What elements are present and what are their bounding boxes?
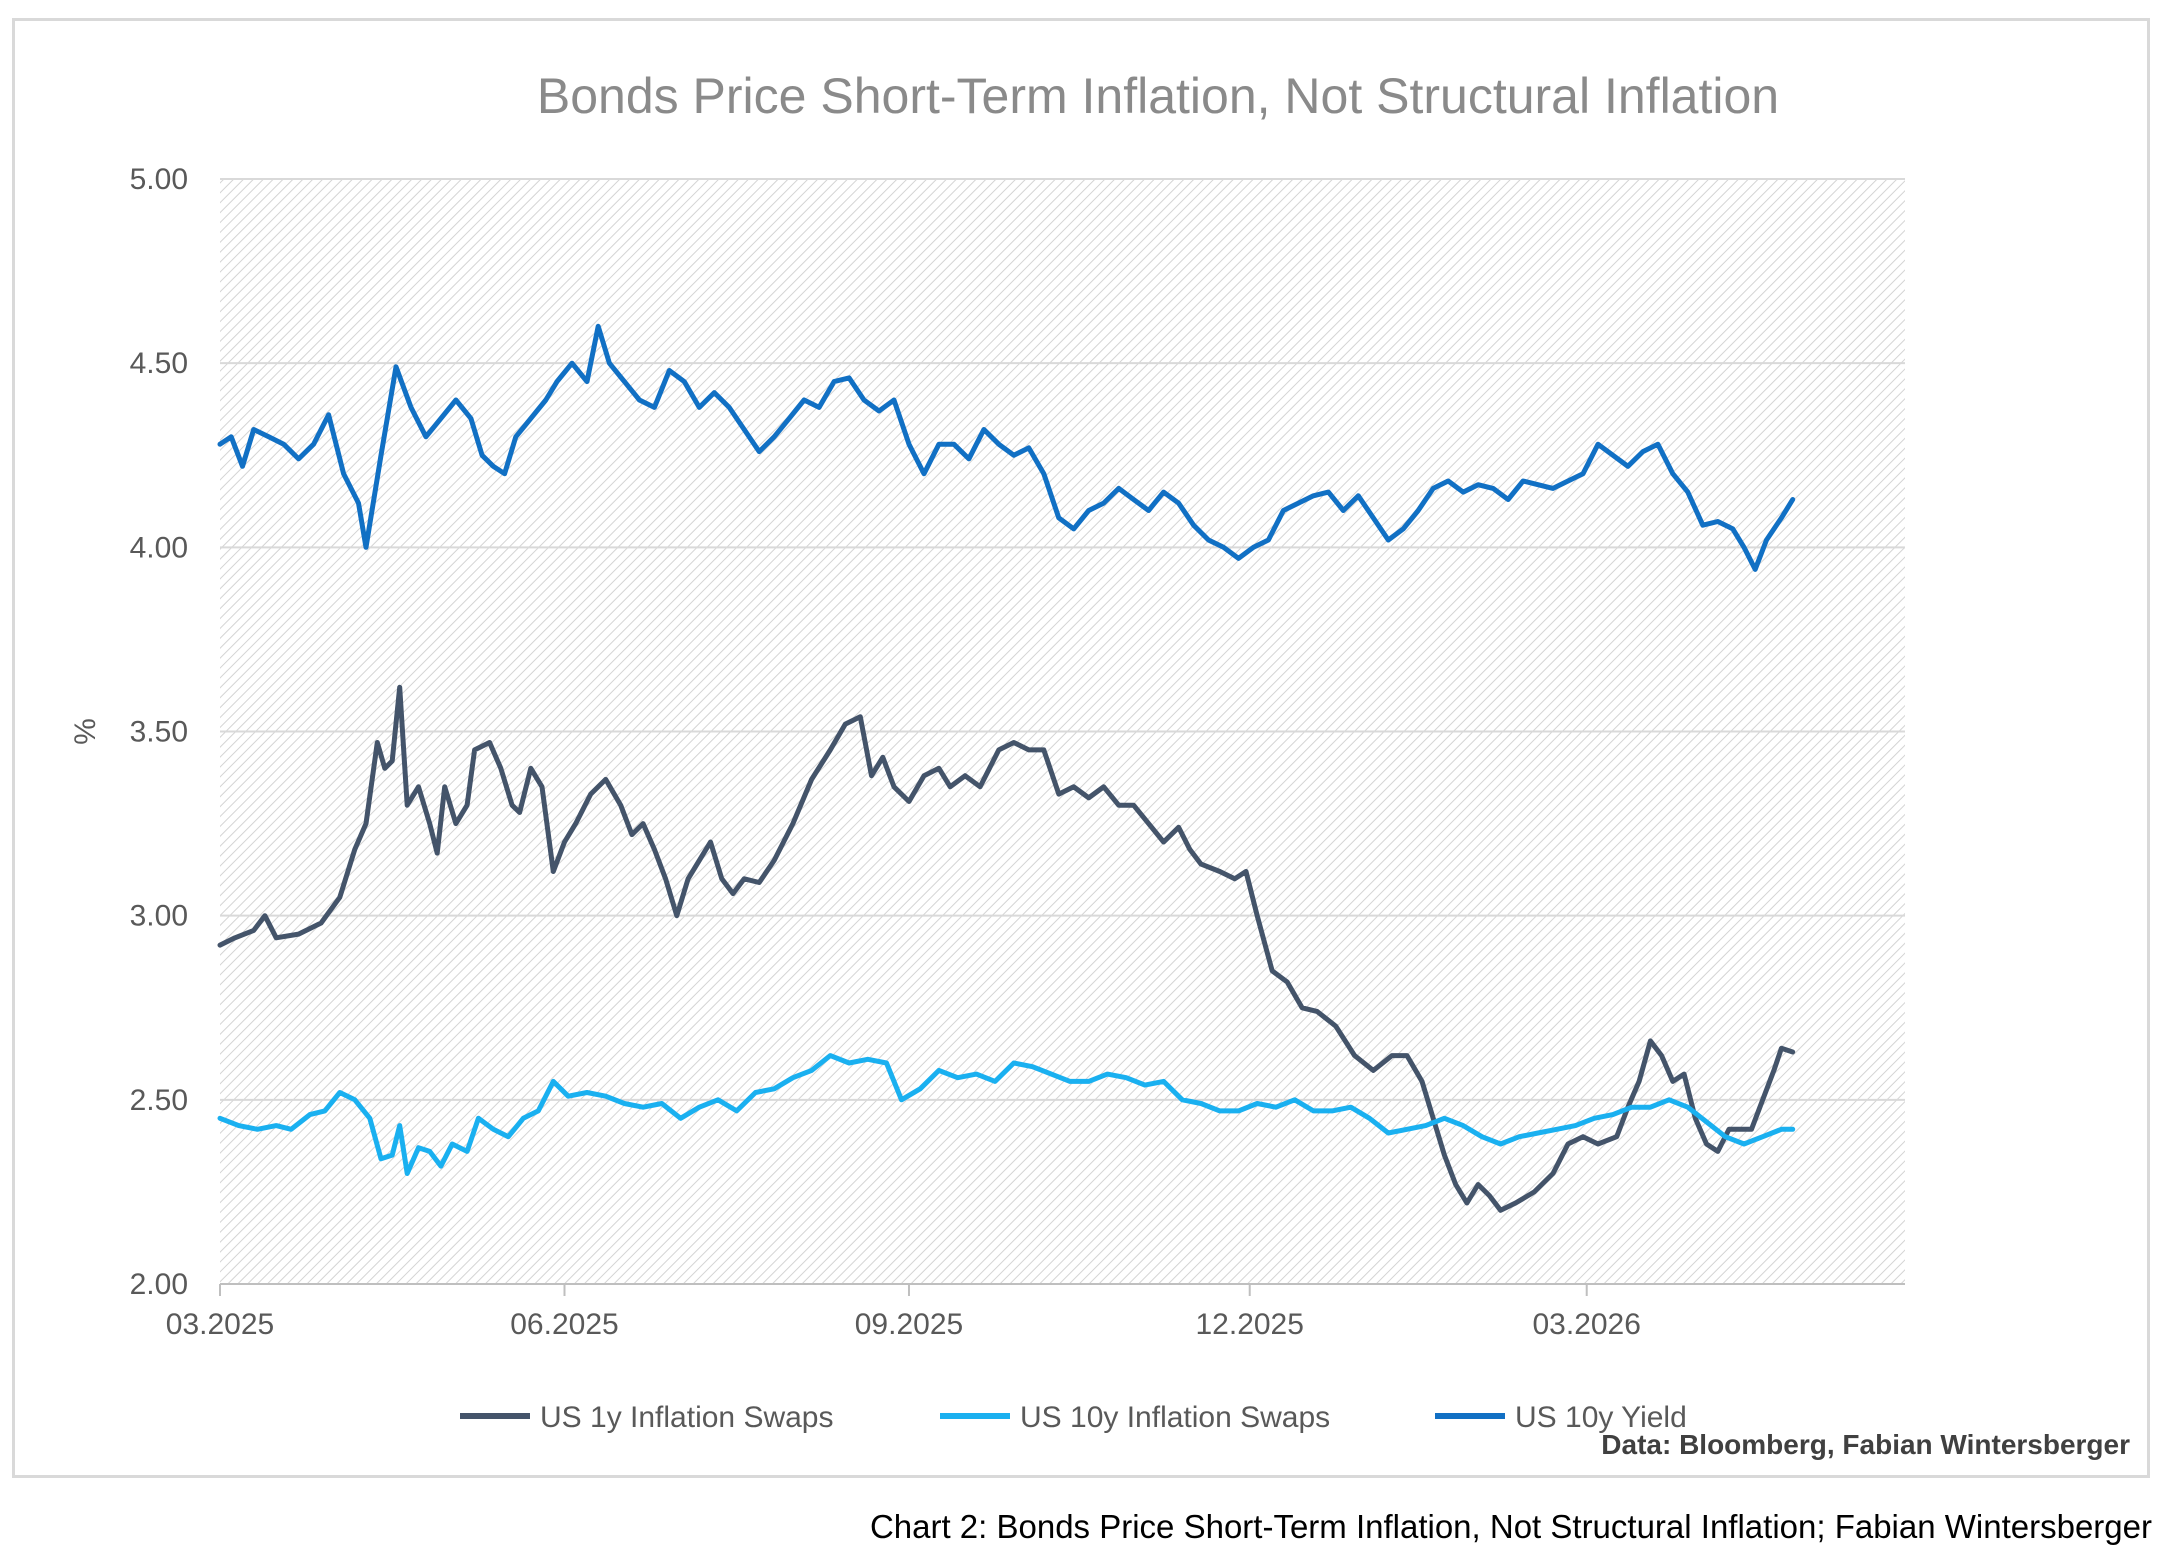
y-tick-label: 4.00	[130, 531, 188, 564]
series-line	[217, 684, 1796, 1213]
y-tick-label: 3.50	[130, 716, 188, 749]
x-tick-label: 03.2026	[1532, 1308, 1640, 1341]
x-tick-label: 09.2025	[855, 1308, 963, 1341]
series-line	[217, 323, 1796, 572]
y-tick-label: 4.50	[130, 347, 188, 380]
y-tick-label: 3.00	[130, 900, 188, 933]
chart-frame: Bonds Price Short-Term Inflation, Not St…	[12, 18, 2150, 1478]
legend: US 1y Inflation Swaps US 10y Inflation Sw…	[460, 1401, 1687, 1434]
source-note: Data: Bloomberg, Fabian Wintersberger	[1601, 1429, 2130, 1460]
series-line	[217, 1053, 1796, 1176]
x-tick-label: 03.2025	[166, 1308, 274, 1341]
legend-label: US 10y Inflation Swaps	[1020, 1401, 1330, 1434]
x-axis: 03.2025 06.2025 09.2025 12.2025 03.2026	[166, 1284, 1641, 1341]
x-tick-label: 12.2025	[1195, 1308, 1303, 1341]
x-tick-label: 06.2025	[510, 1308, 618, 1341]
gridlines	[220, 178, 1905, 1285]
y-tick-label: 2.00	[130, 1268, 188, 1301]
y-tick-label: 5.00	[130, 163, 188, 196]
line-chart: Bonds Price Short-Term Inflation, Not St…	[69, 68, 2130, 1460]
chart-title: Bonds Price Short-Term Inflation, Not St…	[537, 68, 1779, 124]
figure-caption: Chart 2: Bonds Price Short-Term Inflatio…	[869, 1508, 2152, 1545]
y-axis-label: %	[69, 718, 102, 745]
y-tick-label: 2.50	[130, 1084, 188, 1117]
y-axis: 5.00 4.50 4.00 3.50 3.00 2.50 2.00	[130, 163, 188, 1301]
series-lines	[217, 323, 1796, 1213]
legend-label: US 1y Inflation Swaps	[540, 1401, 833, 1434]
legend-label: US 10y Yield	[1515, 1401, 1687, 1434]
